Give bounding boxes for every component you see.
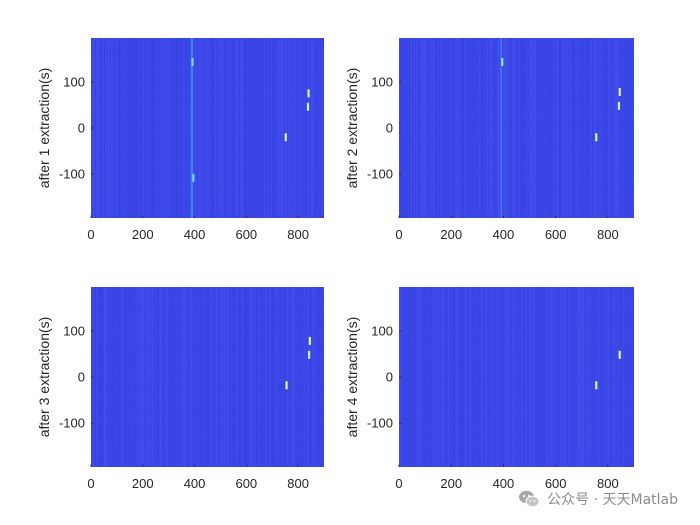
bright-mark	[306, 102, 310, 111]
x-tick-label: 400	[184, 227, 206, 242]
heatmap-texture	[91, 287, 324, 467]
bright-mark	[285, 381, 288, 390]
y-axis-label: after 1 extraction(s)	[36, 68, 52, 189]
y-tick-label: -100	[367, 416, 393, 431]
x-tick-label: 800	[287, 476, 309, 491]
wechat-icon	[519, 490, 540, 508]
y-tick-label: -100	[367, 167, 393, 182]
y-axis-label: after 3 extraction(s)	[36, 317, 52, 438]
x-tick-label: 600	[235, 476, 257, 491]
bright-mark	[192, 173, 195, 182]
bright-mark	[618, 350, 621, 359]
heatmap-texture	[399, 287, 634, 467]
x-tick-label: 0	[395, 227, 402, 242]
y-tick-label: 0	[78, 121, 85, 136]
y-tick-label: 0	[386, 370, 393, 385]
x-tick-label: 200	[132, 227, 154, 242]
bright-mark	[501, 58, 504, 66]
x-tick-label: 600	[545, 227, 567, 242]
watermark: 公众号 · 天天Matlab	[517, 487, 678, 511]
bright-mark	[617, 101, 621, 110]
x-tick-label: 200	[440, 227, 462, 242]
x-tick-label: 400	[184, 476, 206, 491]
bright-mark	[307, 89, 310, 98]
x-tick-label: 0	[87, 476, 94, 491]
x-tick-label: 200	[440, 476, 462, 491]
x-tick-label: 800	[287, 227, 309, 242]
bright-mark	[284, 133, 287, 142]
x-tick-label: 600	[235, 227, 257, 242]
y-tick-label: -100	[59, 416, 85, 431]
heatmap-texture	[91, 38, 324, 218]
bright-mark	[595, 133, 598, 142]
bright-mark	[191, 58, 194, 66]
watermark-text: 公众号 · 天天Matlab	[547, 492, 678, 508]
x-tick-label: 0	[395, 476, 402, 491]
x-tick-label: 200	[132, 476, 154, 491]
y-tick-label: 100	[63, 74, 85, 89]
bright-mark	[308, 337, 311, 345]
x-tick-label: 800	[597, 476, 619, 491]
bright-mark	[618, 88, 621, 96]
x-tick-label: 400	[493, 476, 515, 491]
bright-mark	[307, 350, 311, 359]
y-tick-label: 100	[371, 323, 393, 338]
x-tick-label: 0	[87, 227, 94, 242]
y-tick-label: 100	[371, 74, 393, 89]
y-axis-label: after 2 extraction(s)	[344, 68, 360, 189]
heatmap-texture	[399, 38, 634, 218]
x-tick-label: 800	[597, 227, 619, 242]
y-axis-label: after 4 extraction(s)	[344, 317, 360, 438]
x-tick-label: 600	[545, 476, 567, 491]
bright-mark	[595, 381, 598, 390]
y-tick-label: -100	[59, 167, 85, 182]
y-tick-label: 0	[386, 121, 393, 136]
y-tick-label: 0	[78, 370, 85, 385]
x-tick-label: 400	[493, 227, 515, 242]
y-tick-label: 100	[63, 323, 85, 338]
